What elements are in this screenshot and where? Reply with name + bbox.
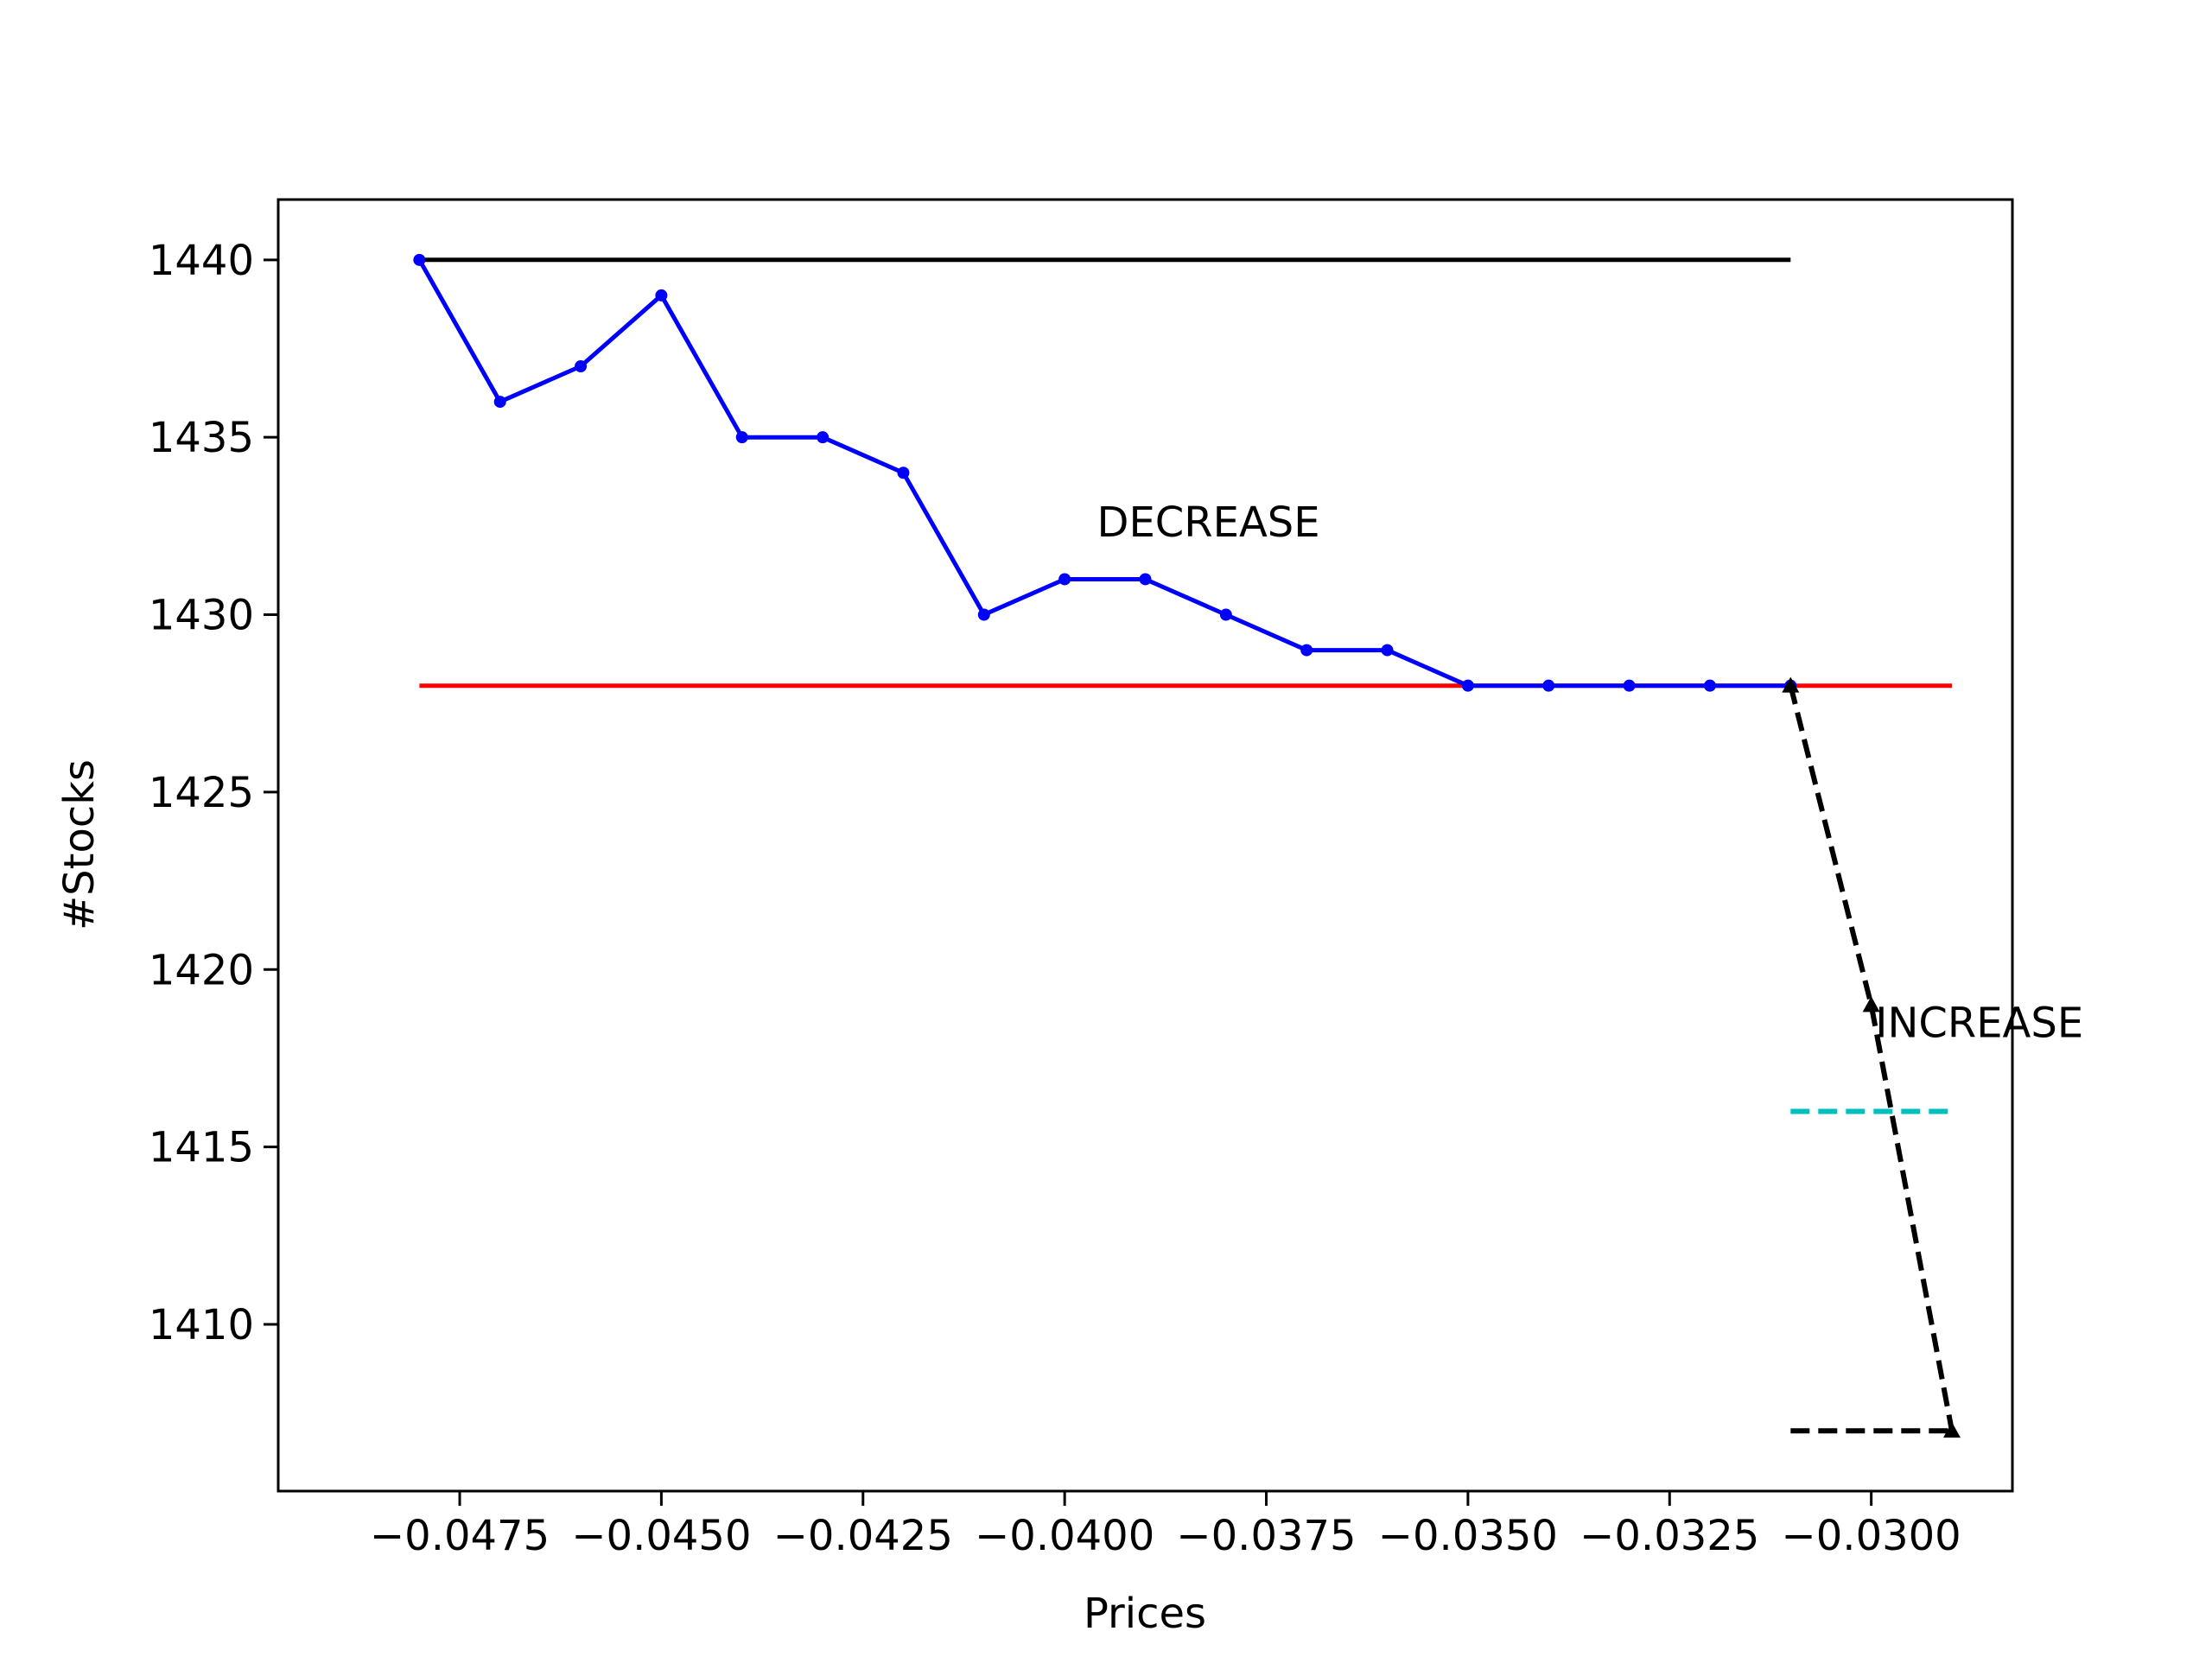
annotation-increase: INCREASE: [1875, 999, 2083, 1047]
series-2-point-9: [1139, 573, 1152, 586]
series-2-point-3: [655, 289, 668, 301]
x-tick-label: −0.0450: [571, 1512, 751, 1560]
plot-frame: [276, 198, 2014, 1493]
y-tick-label: 1410: [149, 1301, 254, 1349]
x-tick-label: −0.0325: [1580, 1512, 1759, 1560]
series-2-point-10: [1219, 608, 1232, 621]
series-2-point-1: [493, 396, 506, 409]
x-tick-label: −0.0350: [1378, 1512, 1558, 1560]
series-2-point-16: [1703, 679, 1716, 692]
y-tick-label: 1425: [149, 769, 254, 817]
marks-layer: DECREASE INCREASE: [413, 253, 2083, 1438]
x-tick-label: −0.0375: [1176, 1512, 1356, 1560]
series-2-point-7: [977, 608, 990, 621]
x-tick-label: −0.0300: [1782, 1512, 1961, 1560]
x-tick-label: −0.0475: [370, 1512, 550, 1560]
y-tick-label: 1435: [149, 414, 254, 462]
x-axis-label: Prices: [1084, 1590, 1206, 1638]
series-2-point-8: [1058, 573, 1071, 586]
axis-layer: −0.0475 −0.0450 −0.0425 −0.0400 −0.0375 −0.03…: [149, 237, 1961, 1560]
y-tick-label: 1430: [149, 592, 254, 640]
series-2-point-2: [575, 360, 588, 373]
series-2-point-14: [1542, 679, 1555, 692]
series-3-point-2: [1942, 1422, 1961, 1438]
series-2-point-0: [413, 253, 426, 266]
y-tick-label: 1420: [149, 946, 254, 994]
series-2-line: [417, 258, 1791, 689]
y-tick-label: 1415: [149, 1124, 254, 1172]
y-axis-label: #Stocks: [55, 759, 104, 930]
series-2-point-6: [897, 467, 910, 479]
series-2-point-5: [817, 431, 830, 444]
annotation-decrease: DECREASE: [1096, 498, 1319, 547]
series-2-point-12: [1381, 644, 1394, 657]
series-2-point-13: [1461, 679, 1474, 692]
series-3-point-0: [1782, 676, 1800, 693]
series-2-point-4: [735, 431, 748, 444]
x-tick-label: −0.0400: [975, 1512, 1154, 1560]
series-3-point-1: [1862, 996, 1880, 1012]
x-tick-label: −0.0425: [773, 1512, 953, 1560]
series-2-point-11: [1300, 644, 1313, 657]
y-tick-label: 1440: [149, 237, 254, 285]
series-3-line: [1788, 684, 1955, 1431]
series-2-point-15: [1623, 679, 1636, 692]
